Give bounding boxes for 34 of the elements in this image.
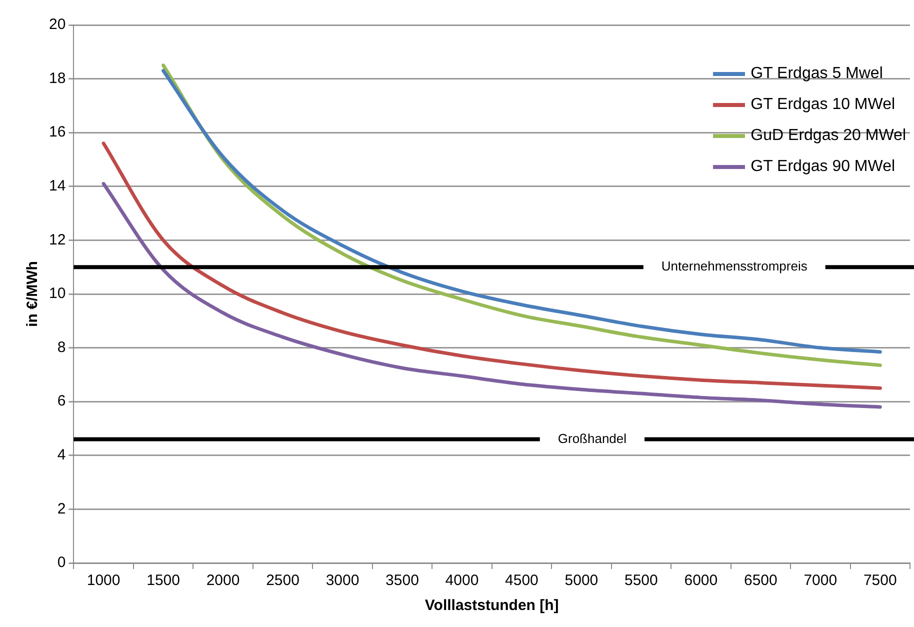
x-tick-label: 4500 <box>505 572 538 590</box>
x-tick-label: 1500 <box>146 572 180 590</box>
y-tick-label: 12 <box>48 231 66 248</box>
x-tick-label: 6000 <box>684 572 718 590</box>
x-tick-label: 3000 <box>326 572 360 590</box>
ref-line-label: Großhandel <box>558 430 627 446</box>
y-tick-label: 2 <box>57 500 66 518</box>
x-tick-label: 6500 <box>744 572 778 590</box>
x-tick-label: 2500 <box>266 572 300 590</box>
x-tick-label: 4000 <box>445 572 479 590</box>
x-tick-label: 7000 <box>804 572 838 590</box>
x-axis-title: Volllaststunden [h] <box>424 597 559 614</box>
legend-label: GT Erdgas 5 Mwel <box>750 64 883 82</box>
legend-label: GuD Erdgas 20 MWel <box>750 126 906 144</box>
y-tick-label: 16 <box>48 124 66 141</box>
y-tick-label: 10 <box>48 285 66 302</box>
line-series <box>102 182 882 409</box>
y-tick-label: 18 <box>48 70 66 87</box>
y-tick-label: 8 <box>57 338 66 356</box>
x-tick-label: 2000 <box>206 572 240 590</box>
y-tick-label: 14 <box>48 178 66 195</box>
legend-label: GT Erdgas 10 MWel <box>750 96 896 114</box>
y-tick-label: 4 <box>57 446 66 464</box>
ref-line-label: Unternehmensstrompreis <box>661 258 808 274</box>
x-tick-label: 3500 <box>386 572 419 590</box>
y-tick-label: 20 <box>48 16 66 34</box>
y-tick-label: 0 <box>57 554 66 572</box>
y-axis-title: in €/MWh <box>24 261 42 327</box>
y-tick-label: 6 <box>57 392 66 410</box>
x-tick-label: 5000 <box>564 572 598 590</box>
x-tick-label: 7500 <box>863 572 897 590</box>
x-tick-label: 5500 <box>624 572 658 590</box>
x-tick-label: 1000 <box>86 572 120 590</box>
legend-label: GT Erdgas 90 MWel <box>750 158 896 176</box>
